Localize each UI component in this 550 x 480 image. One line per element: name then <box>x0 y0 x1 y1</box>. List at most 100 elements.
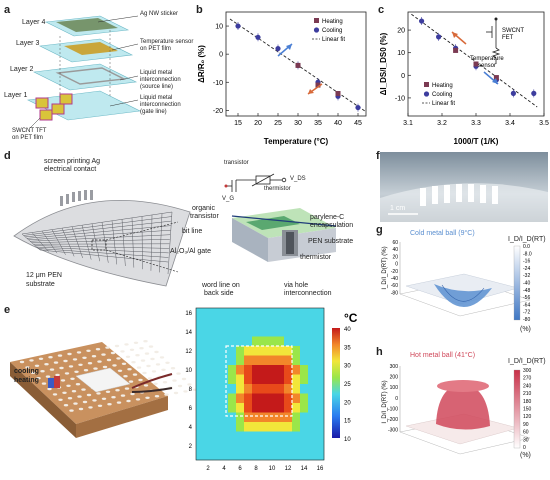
heat-cell <box>316 441 325 451</box>
panel-label-g: g <box>376 224 383 236</box>
cooling-point <box>255 34 261 40</box>
heat-cell <box>284 403 293 413</box>
colorbar-tick-label: 270 <box>523 376 532 382</box>
heat-cell <box>196 308 205 318</box>
x-tick-label: 30 <box>294 120 302 127</box>
x-tick-label: 12 <box>285 466 292 472</box>
surface-plateau <box>436 384 490 430</box>
heat-cell <box>228 393 237 404</box>
organic-transistor <box>246 216 300 230</box>
heat-cell <box>196 336 205 347</box>
colorbar-tick-label: 10 <box>344 437 351 443</box>
heat-cell <box>308 450 317 461</box>
colorbar-tick-label: -32 <box>523 273 530 279</box>
sensor-pixel <box>87 362 93 365</box>
sensor-pixel <box>117 369 123 372</box>
colorbar-tick-label: 240 <box>523 383 532 389</box>
sensor-pixel <box>40 370 45 373</box>
sensor-pixel <box>83 369 89 372</box>
colorbar-tick-label: 30 <box>523 437 529 443</box>
y-tick-label: 12 <box>185 349 192 355</box>
heat-cell <box>252 317 261 328</box>
heat-cell <box>316 346 325 356</box>
sensor-pixel <box>96 392 101 395</box>
sensor-pixel <box>135 398 141 401</box>
sensor-pixel <box>57 354 63 357</box>
colorbar-tick-label: -40 <box>523 281 530 287</box>
z-tick-label: 200 <box>390 375 399 381</box>
heat-cell <box>276 403 285 413</box>
heat-cell <box>284 384 293 394</box>
y-tick-label: 16 <box>185 311 192 317</box>
word-line-trace <box>35 245 170 249</box>
heat-cell <box>212 308 221 318</box>
inset-fet-label: FET <box>502 35 514 41</box>
heat-cell <box>220 393 229 404</box>
x-tick-label: 8 <box>254 466 258 472</box>
heat-cell <box>196 346 205 356</box>
heat-cell <box>308 365 317 375</box>
sensor-pixel <box>183 390 188 393</box>
heat-cell <box>308 336 317 347</box>
bit-line-trace <box>91 223 100 262</box>
z-tick-label: 100 <box>390 385 399 391</box>
heat-cell <box>284 346 293 356</box>
panel-d-sensor-array <box>13 173 337 287</box>
x-tick-label: 3.5 <box>539 120 549 127</box>
sensor-pixel <box>68 365 74 368</box>
sensor-pixel <box>173 391 179 395</box>
sensor-pixel <box>59 366 64 370</box>
sensor-pixel <box>81 388 86 391</box>
heat-cell <box>316 450 325 461</box>
sensor-pixel <box>161 368 166 371</box>
heat-cell <box>252 365 261 375</box>
heat-cell <box>228 412 237 423</box>
y-tick-label: 6 <box>189 406 193 412</box>
sensor-pixel <box>138 378 143 382</box>
colorbar-tick-label: 35 <box>344 345 351 351</box>
cooling-legend: cooling <box>14 368 39 375</box>
word-line-trace <box>38 248 169 258</box>
sensor-pixel <box>106 358 112 362</box>
parylene-label-1: parylene-C <box>310 214 345 221</box>
heat-cell <box>284 374 293 385</box>
heat-cell <box>308 422 317 432</box>
arrhenius-current-chart: 3.1 3.2 3.3 3.4 3.5 20 10 0 -10 1000/T (1/K) ΔI_… <box>379 11 549 146</box>
y-tick-label: 4 <box>189 425 193 431</box>
heat-cell <box>220 346 229 356</box>
sensor-pixel <box>130 392 135 396</box>
sensor-pixel <box>102 365 108 369</box>
heat-cell <box>228 308 237 318</box>
heat-cell <box>196 412 205 423</box>
heat-cell <box>308 403 317 413</box>
word-line-trace <box>36 246 169 254</box>
heat-cell <box>236 422 245 432</box>
heat-cell <box>268 403 277 413</box>
heat-cell <box>276 431 285 442</box>
z-tick-label: 0 <box>395 262 398 268</box>
parylene-label-2: encapsulation <box>310 222 354 229</box>
heat-cell <box>292 308 301 318</box>
heat-cell <box>316 317 325 328</box>
hot-ball-title: Hot metal ball (41°C) <box>410 352 476 359</box>
sensor-pixel <box>111 396 116 399</box>
heat-cell <box>316 336 325 347</box>
sensor-pixel <box>159 356 165 359</box>
sensor-pixel <box>45 375 51 378</box>
sensor-pixel <box>88 406 93 409</box>
legend-fit-label: Linear fit <box>322 37 345 43</box>
heat-cell <box>236 412 245 423</box>
heat-cell <box>236 308 245 318</box>
heat-cell <box>316 355 325 366</box>
heat-cell <box>292 431 301 442</box>
x-tick-label: 3.1 <box>403 120 413 127</box>
heat-cell <box>276 308 285 318</box>
heat-cell <box>260 441 269 451</box>
heat-cell <box>212 393 221 404</box>
heat-cell <box>204 365 213 375</box>
heat-cell <box>236 431 245 442</box>
schematic-transistor-label: transistor <box>224 160 249 166</box>
pen-thickness-label: 12 μm PEN <box>26 272 62 279</box>
heat-cell <box>236 365 245 375</box>
heat-cell <box>308 317 317 328</box>
